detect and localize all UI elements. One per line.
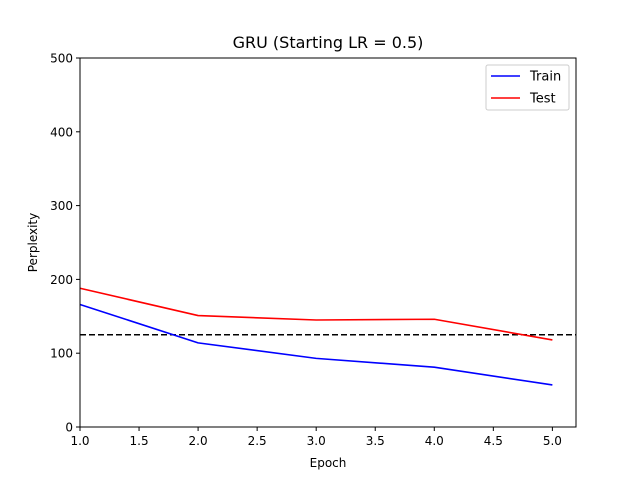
y-tick-label: 500 — [50, 52, 73, 66]
x-tick-label: 2.0 — [189, 434, 208, 448]
x-tick-label: 4.0 — [425, 434, 444, 448]
x-axis-label: Epoch — [310, 456, 347, 470]
series-line-test — [79, 287, 553, 341]
plot-content — [79, 287, 576, 386]
y-tick-label: 100 — [50, 347, 73, 361]
axis-ticks: 1.0 1.5 2.0 2.5 3.0 3.5 4.0 4.5 5.0 0 100 200 300 400… — [50, 52, 562, 449]
legend: Train Test — [485, 64, 570, 111]
y-tick-label: 0 — [65, 421, 73, 435]
y-tick-label: 300 — [50, 199, 73, 213]
x-tick-label: 3.5 — [366, 434, 385, 448]
legend-label-test: Test — [529, 92, 556, 107]
legend-label-train: Train — [529, 70, 561, 85]
y-tick-label: 400 — [50, 125, 73, 139]
x-tick-label: 2.5 — [248, 434, 267, 448]
x-tick-label: 5.0 — [543, 434, 562, 448]
x-tick-label: 1.5 — [130, 434, 149, 448]
x-tick-label: 3.0 — [307, 434, 326, 448]
series-line-train — [79, 303, 553, 386]
x-tick-label: 4.5 — [484, 434, 503, 448]
x-tick-label: 1.0 — [70, 434, 89, 448]
plot-frame — [79, 57, 577, 428]
y-axis-label: Perplexity — [26, 213, 40, 273]
y-tick-label: 200 — [50, 273, 73, 287]
chart-title: GRU (Starting LR = 0.5) — [233, 33, 424, 52]
